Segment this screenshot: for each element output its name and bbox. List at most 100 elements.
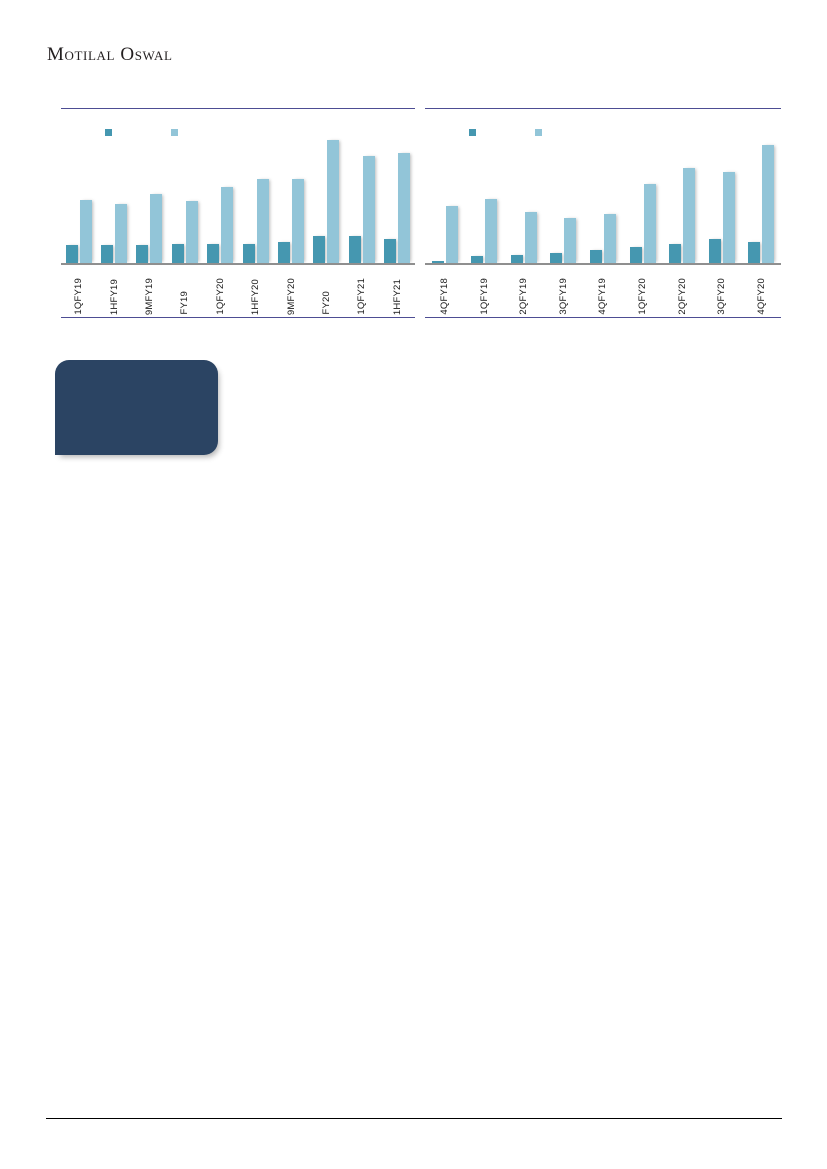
bar-group — [312, 134, 340, 263]
chart-plot-area — [61, 134, 415, 265]
bar — [445, 206, 458, 263]
x-axis-label: 1HFY19 — [108, 278, 120, 315]
bar — [292, 179, 305, 263]
x-axis-label-cell: 1QFY19 — [479, 265, 490, 315]
bar — [564, 218, 577, 263]
bar — [431, 261, 444, 263]
x-axis-label: 1QFY20 — [214, 278, 226, 315]
callout-box — [55, 360, 218, 455]
bar-group — [431, 134, 459, 263]
chart-legend — [61, 127, 415, 139]
bar — [348, 236, 361, 263]
x-axis-label-cell: 3QFY19 — [558, 265, 569, 315]
bar — [150, 194, 163, 263]
footer-rule — [46, 1118, 782, 1119]
bar — [748, 242, 761, 263]
bar-groups — [425, 134, 781, 263]
bar — [221, 187, 234, 263]
x-axis-label-cell: 4QFY19 — [597, 265, 608, 315]
x-axis-label-cell: 1QFY20 — [637, 265, 648, 315]
bar-group — [65, 134, 93, 263]
bar-groups — [61, 134, 415, 263]
page-title: Motilal Oswal — [47, 44, 173, 65]
bar — [242, 244, 255, 263]
bar — [722, 172, 735, 263]
x-axis-label-cell: 1QFY20 — [215, 265, 226, 315]
x-axis-label: 1QFY19 — [73, 278, 85, 315]
x-axis-label: 1QFY19 — [478, 278, 490, 315]
bar — [207, 244, 220, 263]
bar — [101, 245, 114, 263]
bar-group — [383, 134, 411, 263]
x-axis-label: 1HFY20 — [250, 278, 262, 315]
legend-swatch-2 — [535, 129, 542, 136]
x-axis-label: 1QFY21 — [356, 278, 368, 315]
x-axis-label: FY19 — [179, 291, 191, 315]
bar — [171, 244, 184, 263]
bar-group — [135, 134, 163, 263]
x-axis-label-cell: 1HFY21 — [392, 265, 403, 315]
bar — [278, 242, 291, 263]
bar-group — [510, 134, 538, 263]
x-axis-label: FY20 — [320, 291, 332, 315]
bar — [471, 256, 484, 263]
x-axis-label: 3QFY20 — [716, 278, 728, 315]
bar — [669, 244, 682, 263]
chart-bottom-rule — [425, 317, 781, 318]
bar-group — [171, 134, 199, 263]
bar — [398, 153, 411, 263]
x-axis-label-cell: 2QFY19 — [518, 265, 529, 315]
bar — [510, 255, 523, 263]
x-axis-label-cell: 2QFY20 — [677, 265, 688, 315]
chart-top-rule — [61, 108, 415, 109]
x-axis-label-cell: 1HFY19 — [109, 265, 120, 315]
bar — [384, 239, 397, 263]
x-axis-labels: 4QFY18 1QFY19 2QFY19 3QFY19 4QFY19 1QFY20 2QFY… — [425, 265, 781, 315]
bar — [762, 145, 775, 263]
bar — [327, 140, 340, 263]
bar — [603, 214, 616, 263]
bar — [550, 253, 563, 263]
bar — [524, 212, 537, 263]
x-axis-label-cell: 9MFY20 — [286, 265, 297, 315]
x-axis-labels: 1QFY19 1HFY19 9MFY19 FY19 1QFY20 1HFY20 9MFY20… — [61, 265, 415, 315]
x-axis-line — [61, 263, 415, 265]
x-axis-label-cell: 4QFY18 — [439, 265, 450, 315]
chart-right: 4QFY18 1QFY19 2QFY19 3QFY19 4QFY19 1QFY20 2QFY… — [425, 108, 781, 320]
legend-swatch-2 — [171, 129, 178, 136]
x-axis-label: 2QFY19 — [518, 278, 530, 315]
bar-group — [242, 134, 270, 263]
bar — [256, 179, 269, 263]
bar-group — [100, 134, 128, 263]
bar-group — [708, 134, 736, 263]
bar — [65, 245, 78, 263]
x-axis-label: 9MFY19 — [143, 277, 155, 315]
bar — [362, 156, 375, 263]
x-axis-label: 2QFY20 — [676, 278, 688, 315]
bar — [185, 201, 198, 263]
x-axis-label: 4QFY19 — [597, 278, 609, 315]
bar — [313, 236, 326, 263]
bar — [115, 204, 128, 263]
bar-group — [277, 134, 305, 263]
bar — [629, 247, 642, 263]
bar — [683, 168, 696, 263]
x-axis-label: 1HFY21 — [391, 278, 403, 315]
bar-group — [629, 134, 657, 263]
bar-group — [206, 134, 234, 263]
x-axis-label: 9MFY20 — [285, 277, 297, 315]
bar-group — [470, 134, 498, 263]
x-axis-label-cell: 1QFY19 — [73, 265, 84, 315]
x-axis-label-cell: 1QFY21 — [356, 265, 367, 315]
x-axis-label: 4QFY18 — [439, 278, 451, 315]
chart-bottom-rule — [61, 317, 415, 318]
x-axis-label-cell: FY20 — [321, 265, 332, 315]
chart-plot-area — [425, 134, 781, 265]
legend-swatch-1 — [469, 129, 476, 136]
x-axis-line — [425, 263, 781, 265]
bar — [485, 199, 498, 263]
callout-text — [55, 360, 218, 376]
x-axis-label-cell: 3QFY20 — [716, 265, 727, 315]
bar — [589, 250, 602, 263]
